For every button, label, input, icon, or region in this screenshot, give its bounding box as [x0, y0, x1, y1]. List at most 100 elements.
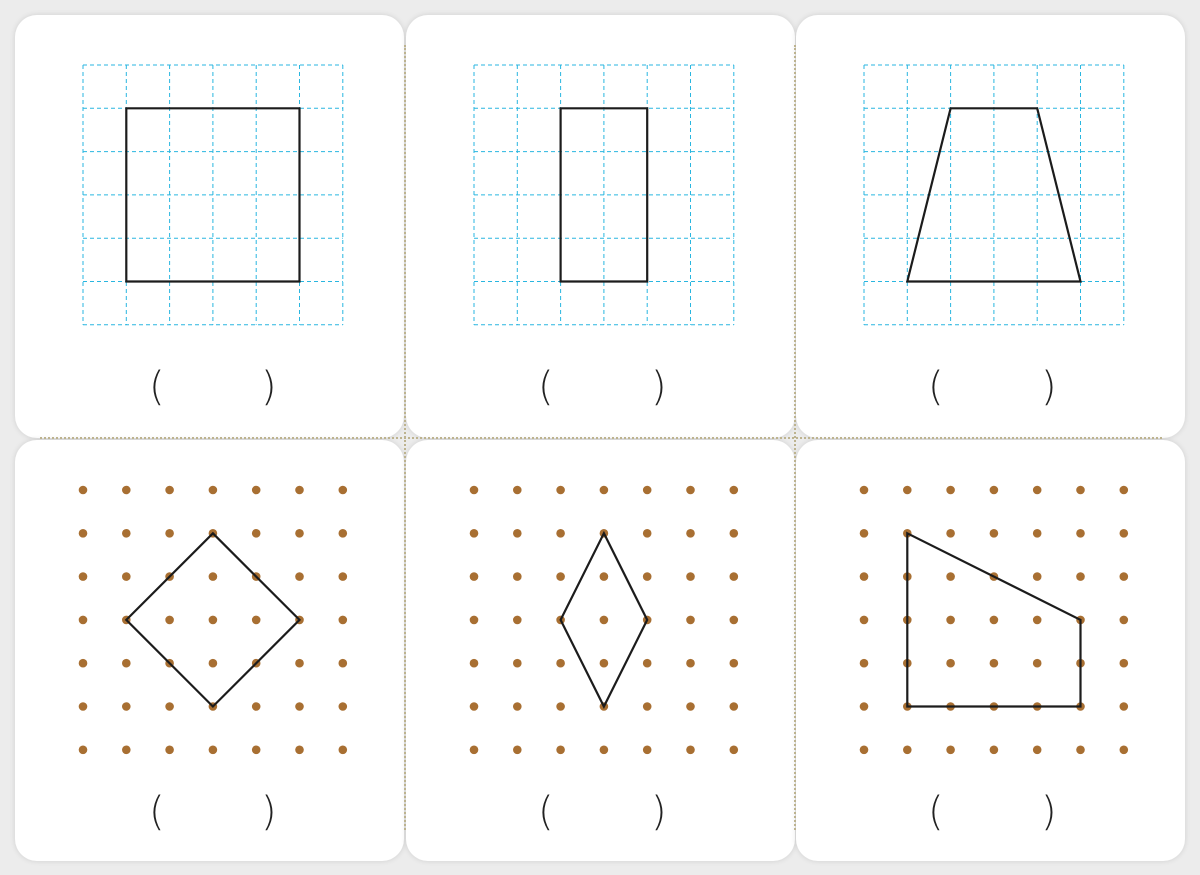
geoboard-dot	[165, 529, 174, 538]
geoboard-dot	[686, 658, 695, 668]
dot-board	[469, 485, 739, 755]
geoboard-dot	[251, 702, 261, 711]
geoboard-dot	[599, 572, 609, 581]
close-paren: )	[261, 789, 277, 835]
problem-card-4: ( )	[15, 440, 404, 861]
close-paren: )	[651, 364, 667, 410]
geoboard-dot	[642, 745, 652, 755]
geoboard-dot	[295, 529, 304, 538]
geoboard-dot	[251, 615, 261, 625]
geoboard-dot	[122, 485, 131, 495]
close-paren: )	[261, 364, 277, 410]
geoboard-dot	[251, 745, 261, 755]
geoboard-dot	[208, 615, 218, 625]
geoboard-dot	[989, 745, 999, 755]
geoboard-dot	[513, 745, 522, 755]
geoboard-dot	[729, 658, 739, 668]
geoboard-dot	[599, 615, 609, 625]
geoboard-dot	[859, 572, 869, 581]
geoboard-dot	[1119, 745, 1129, 755]
geoboard-dot	[729, 745, 739, 755]
geoboard-dot	[165, 702, 174, 711]
close-paren: )	[651, 789, 667, 835]
geoboard-dot	[122, 572, 131, 581]
geoboard-dot	[989, 529, 999, 538]
geoboard-dot	[1076, 485, 1085, 495]
geoboard-dot	[469, 702, 479, 711]
geoboard-dot	[642, 529, 652, 538]
geoboard-dot	[556, 745, 565, 755]
geoboard-dot	[78, 572, 88, 581]
geoboard-dot	[165, 485, 174, 495]
geoboard-dot	[642, 658, 652, 668]
geoboard-dot	[642, 572, 652, 581]
geoboard-dot	[513, 658, 522, 668]
geoboard-dot	[513, 702, 522, 711]
grid-board	[863, 64, 1125, 326]
geoboard-dot	[338, 745, 348, 755]
geoboard-dot	[599, 745, 609, 755]
geoboard-dot	[295, 572, 304, 581]
geoboard-dot	[469, 615, 479, 625]
dot-board	[859, 485, 1129, 755]
geoboard-dot	[859, 529, 869, 538]
grid-board	[473, 64, 735, 326]
geoboard-dot	[1032, 745, 1042, 755]
geoboard-dot	[1076, 745, 1085, 755]
geoboard-dot	[122, 745, 131, 755]
geoboard-dot	[642, 485, 652, 495]
geoboard-dot	[1119, 485, 1129, 495]
trapezoid-shape	[905, 107, 1082, 283]
open-paren: (	[149, 789, 165, 835]
grid-board	[82, 64, 344, 326]
geoboard-dot	[208, 572, 218, 581]
geoboard-dot	[989, 658, 999, 668]
geoboard-dot	[859, 658, 869, 668]
geoboard-dot	[729, 702, 739, 711]
geoboard-dot	[1119, 572, 1129, 581]
geoboard-dot	[729, 615, 739, 625]
geoboard-dot	[469, 572, 479, 581]
geoboard-dot	[208, 658, 218, 668]
geoboard-dot	[556, 485, 565, 495]
problem-card-1: ( )	[15, 15, 404, 438]
geoboard-dot	[1076, 529, 1085, 538]
geoboard-dot	[1032, 529, 1042, 538]
geoboard-dot	[729, 529, 739, 538]
geoboard-dot	[338, 658, 348, 668]
geoboard-dot	[686, 745, 695, 755]
open-paren: (	[928, 364, 944, 410]
geoboard-dot	[599, 485, 609, 495]
problem-card-5: ( )	[406, 440, 795, 861]
close-paren: )	[1041, 364, 1057, 410]
dot-board	[78, 485, 348, 755]
geoboard-dot	[686, 572, 695, 581]
geoboard-dot	[122, 658, 131, 668]
geoboard-dot	[1032, 572, 1042, 581]
geoboard-dot	[1032, 658, 1042, 668]
geoboard-dot	[251, 529, 261, 538]
geoboard-dot	[1119, 529, 1129, 538]
open-paren: (	[538, 364, 554, 410]
geoboard-dot	[903, 485, 912, 495]
geoboard-dot	[1032, 485, 1042, 495]
geoboard-dot	[729, 572, 739, 581]
geoboard-dot	[859, 702, 869, 711]
geoboard-dot	[686, 615, 695, 625]
geoboard-dot	[556, 529, 565, 538]
geoboard-dot	[208, 485, 218, 495]
geoboard-dot	[556, 572, 565, 581]
geoboard-dot	[338, 572, 348, 581]
geoboard-dot	[1119, 615, 1129, 625]
quadrilateral-shape	[906, 531, 1082, 708]
geoboard-dot	[513, 572, 522, 581]
geoboard-dot	[859, 745, 869, 755]
geoboard-dot	[78, 485, 88, 495]
geoboard-dot	[251, 485, 261, 495]
geoboard-dot	[946, 658, 955, 668]
geoboard-dot	[338, 529, 348, 538]
geoboard-dot	[599, 658, 609, 668]
geoboard-dot	[989, 485, 999, 495]
geoboard-dot	[208, 745, 218, 755]
